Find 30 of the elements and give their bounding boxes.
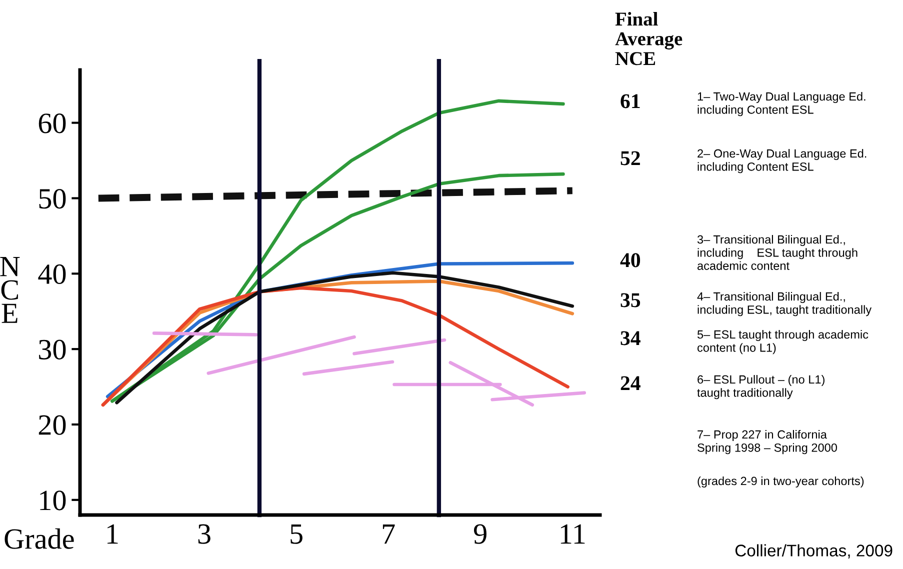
y-tick-label: 30 <box>39 340 66 360</box>
text: 5– ESL taught through academic content (no L1) <box>697 330 868 354</box>
x-tick-label: 7 <box>382 524 395 544</box>
text: 6– ESL Pullout – (no L1) taught traditionally <box>697 375 824 400</box>
text: 52 <box>620 151 640 166</box>
y-tick-label: 20 <box>38 415 66 435</box>
text: 61 <box>620 94 640 108</box>
text: 35 <box>620 293 640 308</box>
y-axis-title: NCE <box>0 257 20 323</box>
text: 24 <box>620 376 640 390</box>
text: (grades 2-9 in two-year cohorts) <box>698 476 864 488</box>
text: 34 <box>620 331 640 346</box>
x-tick-label: 5 <box>290 524 302 544</box>
x-axis-title: Grade <box>4 528 74 549</box>
y-tick-label: 60 <box>38 114 66 134</box>
text: 3– Transitional Bilingual Ed., including ESL taught through academic content <box>697 235 858 270</box>
text: 7– Prop 227 in California Spring 1998 – Spring 2000 <box>698 430 837 454</box>
x-tick-label: 1 <box>107 524 118 544</box>
y-tick-label: 40 <box>38 264 66 284</box>
x-tick-label: 3 <box>198 524 210 544</box>
text: 1– Two-Way Dual Language Ed. including Content ESL <box>698 92 866 116</box>
text: 2– One-Way Dual Language Ed. including Content ESL <box>698 149 866 174</box>
text: Collier/Thomas, 2009 <box>735 544 892 558</box>
y-tick-label: 50 <box>39 188 66 209</box>
text: 40 <box>620 253 640 268</box>
text: Final Average NCE <box>615 12 682 66</box>
x-tick-label: 11 <box>560 524 585 544</box>
x-tick-label: 9 <box>474 524 486 544</box>
text: 4– Transitional Bilingual Ed., including ESL, taught traditionally <box>697 292 872 316</box>
y-tick-label: 10 <box>40 490 66 510</box>
